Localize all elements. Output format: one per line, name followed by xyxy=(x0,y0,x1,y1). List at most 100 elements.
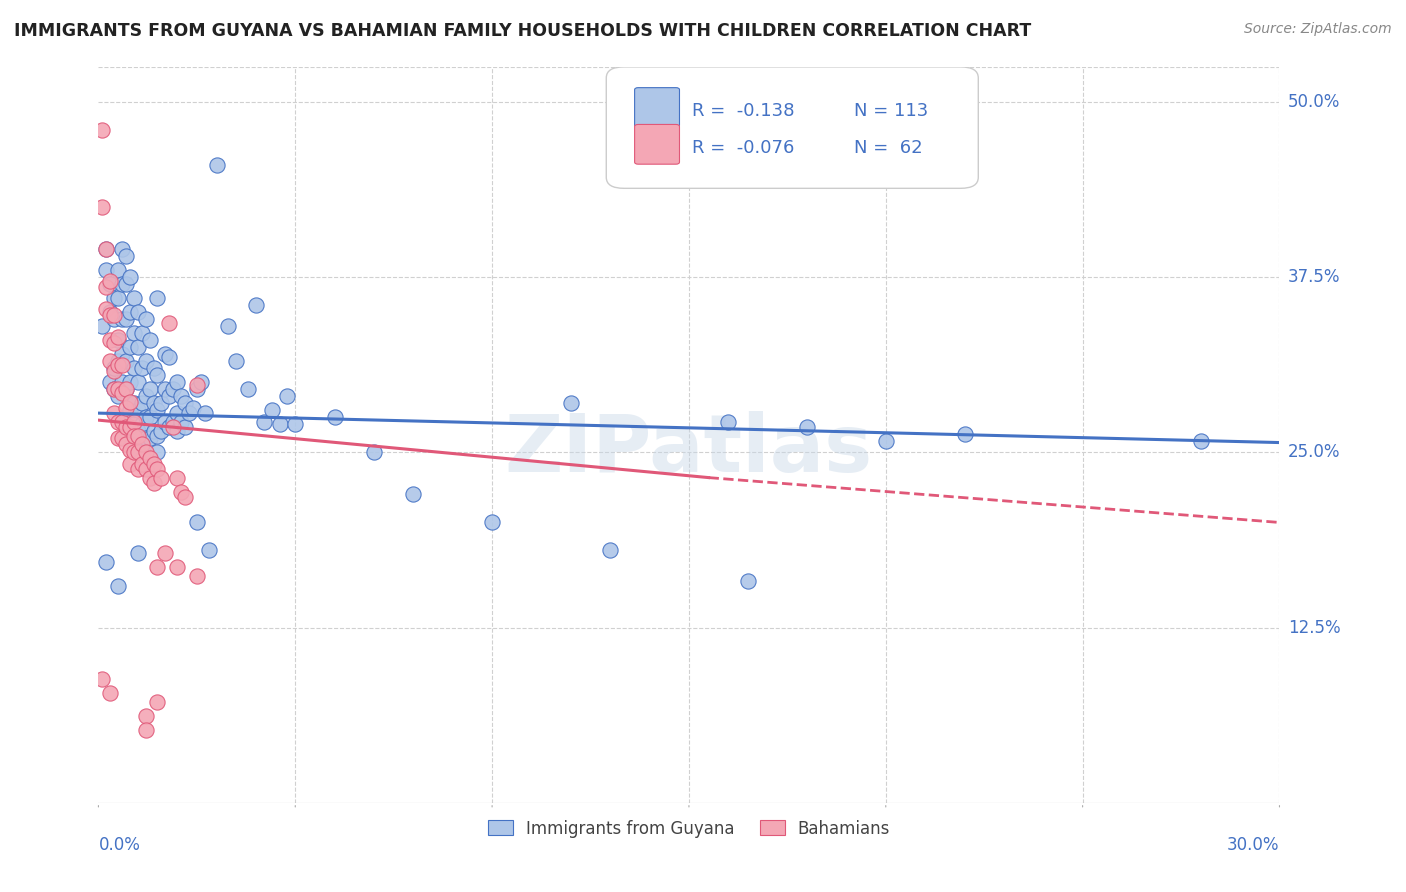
FancyBboxPatch shape xyxy=(634,87,679,128)
Point xyxy=(146,462,169,476)
Point xyxy=(166,406,188,420)
Point xyxy=(217,319,239,334)
Point xyxy=(118,420,141,434)
Point xyxy=(91,319,114,334)
Point xyxy=(157,317,180,331)
Point xyxy=(166,560,188,574)
Point xyxy=(103,291,125,305)
Point xyxy=(190,376,212,390)
Point xyxy=(103,308,125,322)
Point xyxy=(111,312,134,326)
Point xyxy=(157,350,180,364)
Point xyxy=(131,361,153,376)
Point xyxy=(323,410,346,425)
Point xyxy=(135,354,157,368)
FancyBboxPatch shape xyxy=(606,67,979,188)
Text: R =  -0.138: R = -0.138 xyxy=(693,102,794,120)
Text: 12.5%: 12.5% xyxy=(1288,618,1340,637)
Point xyxy=(96,242,118,256)
Point xyxy=(103,382,125,396)
Point xyxy=(115,354,138,368)
Point xyxy=(118,425,141,439)
Point xyxy=(194,406,217,420)
Point xyxy=(162,415,184,429)
Point xyxy=(181,401,204,415)
Point xyxy=(170,389,193,403)
Point xyxy=(118,403,141,417)
Point xyxy=(253,415,276,429)
Point xyxy=(96,242,118,256)
Point xyxy=(142,457,165,471)
Point xyxy=(276,389,298,403)
Point xyxy=(717,415,740,429)
Point xyxy=(115,437,138,451)
Point xyxy=(150,470,173,484)
Point xyxy=(118,395,141,409)
Point xyxy=(127,376,149,390)
Point xyxy=(103,361,125,376)
Point xyxy=(111,277,134,292)
Point xyxy=(118,442,141,457)
Point xyxy=(96,555,118,569)
Point xyxy=(135,312,157,326)
Point xyxy=(107,330,129,344)
Point xyxy=(98,686,121,700)
Point xyxy=(155,382,177,396)
Point xyxy=(107,415,129,429)
Point xyxy=(186,568,208,582)
Point xyxy=(107,333,129,347)
Point xyxy=(197,543,219,558)
Point xyxy=(186,516,208,530)
Point xyxy=(166,470,188,484)
Point xyxy=(131,417,153,432)
Point xyxy=(155,347,177,361)
Point xyxy=(107,431,129,445)
Point xyxy=(135,462,157,476)
Point xyxy=(115,277,138,292)
Point xyxy=(111,386,134,401)
Point xyxy=(115,249,138,263)
Point xyxy=(127,305,149,319)
Point xyxy=(560,396,582,410)
Point xyxy=(135,445,157,459)
Point xyxy=(245,298,267,312)
Point xyxy=(146,560,169,574)
Point xyxy=(122,415,145,429)
Point xyxy=(131,437,153,451)
Point xyxy=(96,263,118,277)
Point xyxy=(122,428,145,442)
Point xyxy=(127,462,149,476)
Point xyxy=(131,457,153,471)
Point xyxy=(111,376,134,390)
Point xyxy=(115,401,138,415)
Point xyxy=(127,428,149,442)
Point xyxy=(174,490,197,504)
Point xyxy=(96,280,118,294)
Point xyxy=(150,425,173,439)
Point xyxy=(103,382,125,396)
Point xyxy=(103,364,125,378)
Point xyxy=(205,158,228,172)
Text: 30.0%: 30.0% xyxy=(1227,836,1279,855)
Point xyxy=(138,333,160,347)
Text: N =  62: N = 62 xyxy=(855,139,922,157)
Point xyxy=(363,445,385,459)
Point xyxy=(142,396,165,410)
Point xyxy=(127,445,149,459)
Point xyxy=(122,326,145,341)
Point xyxy=(118,340,141,354)
Point xyxy=(111,347,134,361)
Text: 0.0%: 0.0% xyxy=(98,836,141,855)
Point xyxy=(174,396,197,410)
Point xyxy=(953,427,976,442)
Point xyxy=(98,333,121,347)
Point xyxy=(103,406,125,420)
Point xyxy=(118,270,141,285)
Point xyxy=(162,382,184,396)
Point xyxy=(155,546,177,560)
Text: 37.5%: 37.5% xyxy=(1288,268,1340,286)
Point xyxy=(122,417,145,432)
Point xyxy=(107,578,129,592)
Text: IMMIGRANTS FROM GUYANA VS BAHAMIAN FAMILY HOUSEHOLDS WITH CHILDREN CORRELATION C: IMMIGRANTS FROM GUYANA VS BAHAMIAN FAMIL… xyxy=(14,22,1032,40)
Point xyxy=(131,438,153,452)
